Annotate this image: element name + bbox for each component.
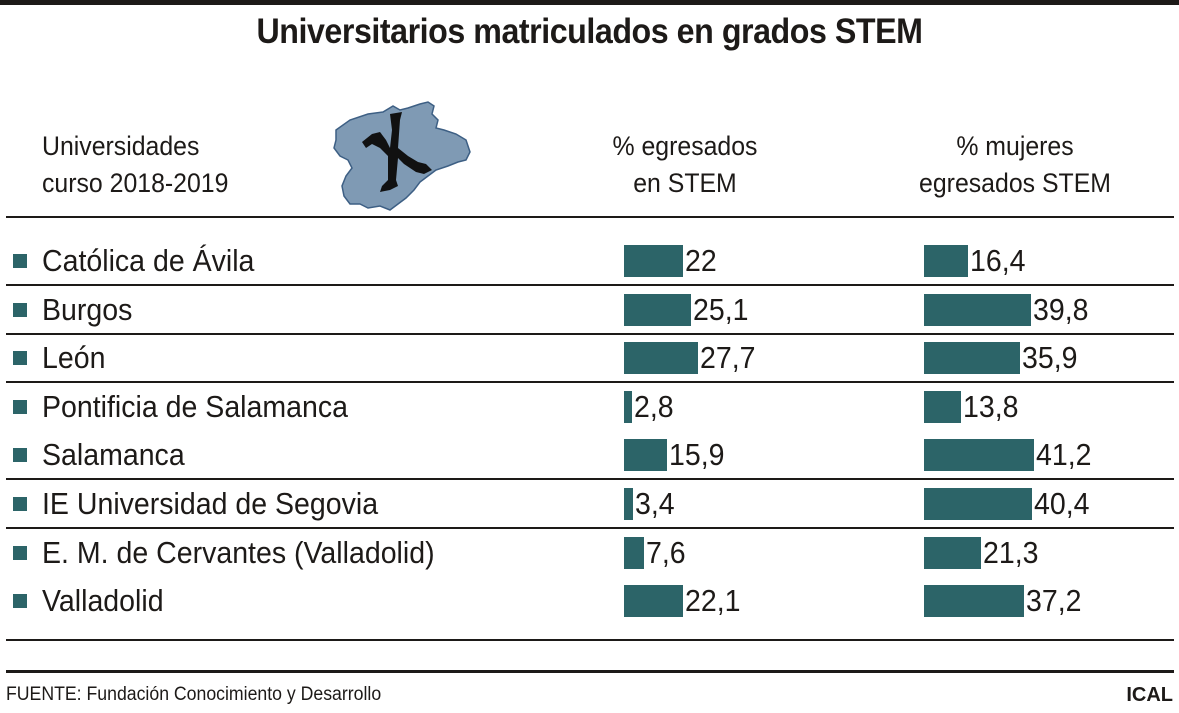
value-label-egresados: 15,9 xyxy=(668,437,725,473)
header-universities-line1: Universidades xyxy=(42,131,200,161)
row-separator xyxy=(6,332,1174,335)
value-label-mujeres: 16,4 xyxy=(969,243,1026,278)
value-label-egresados: 27,7 xyxy=(700,340,756,376)
value-label-mujeres: 21,3 xyxy=(983,534,1039,570)
table-row: León 27,7 35,9 xyxy=(0,335,1179,381)
header-col-mujeres-line1: % mujeres xyxy=(956,131,1074,161)
bar-mujeres-stem xyxy=(924,585,1024,618)
value-label-egresados: 7,6 xyxy=(646,534,687,570)
bullet-square-icon xyxy=(13,448,27,463)
header-universities: Universidades curso 2018-2019 xyxy=(42,128,228,202)
table-row: Salamanca 15,9 41,2 xyxy=(0,432,1179,478)
heraldic-cross-mark xyxy=(362,112,432,192)
university-name: Salamanca xyxy=(42,437,185,473)
university-name: Valladolid xyxy=(42,583,164,619)
bar-egresados-stem xyxy=(624,390,632,423)
value-label-mujeres: 35,9 xyxy=(1022,340,1078,376)
header-col-egresados: % egresados en STEM xyxy=(584,128,786,202)
row-separator xyxy=(6,381,1174,384)
bullet-square-icon xyxy=(13,545,27,560)
bar-egresados-stem xyxy=(624,293,692,326)
bar-egresados-stem xyxy=(624,536,645,569)
table-row: Católica de Ávila 22 16,4 xyxy=(0,238,1179,284)
bullet-square-icon xyxy=(13,302,27,317)
header-col-egresados-line1: % egresados xyxy=(612,131,758,161)
bullet-square-icon xyxy=(13,351,27,366)
university-name: León xyxy=(42,340,106,376)
bar-egresados-stem xyxy=(624,439,667,472)
footer-rule xyxy=(6,670,1174,673)
source-note: FUENTE: Fundación Conocimiento y Desarro… xyxy=(6,684,382,705)
header-rule xyxy=(6,216,1174,218)
bullet-square-icon xyxy=(13,497,27,511)
bar-mujeres-stem xyxy=(924,293,1031,326)
bar-mujeres-stem xyxy=(924,390,961,423)
bar-egresados-stem xyxy=(624,342,699,375)
university-name: Pontificia de Salamanca xyxy=(42,388,348,424)
table-row: Pontificia de Salamanca 2,8 13,8 xyxy=(0,384,1179,430)
bullet-square-icon xyxy=(13,399,27,414)
university-name: Católica de Ávila xyxy=(42,243,255,278)
table-row: Burgos 25,1 39,8 xyxy=(0,287,1179,333)
row-separator xyxy=(6,284,1174,286)
bar-mujeres-stem xyxy=(924,439,1035,472)
bar-mujeres-stem xyxy=(924,342,1021,375)
header-col-egresados-line2: en STEM xyxy=(633,168,737,198)
chart-title: Universitarios matriculados en grados ST… xyxy=(256,12,923,51)
bar-mujeres-stem xyxy=(924,488,1033,520)
bar-mujeres-stem xyxy=(924,536,982,569)
value-label-mujeres: 39,8 xyxy=(1032,291,1089,327)
value-label-egresados: 22,1 xyxy=(685,583,741,619)
header-universities-line2: curso 2018-2019 xyxy=(42,168,229,198)
table-row: IE Universidad de Segovia 3,4 40,4 xyxy=(0,481,1179,527)
value-label-mujeres: 13,8 xyxy=(962,388,1019,424)
bullet-square-icon xyxy=(13,594,27,609)
value-label-mujeres: 37,2 xyxy=(1025,583,1082,619)
bar-egresados-stem xyxy=(624,245,683,277)
bar-egresados-stem xyxy=(624,585,684,618)
university-name: E. M. de Cervantes (Valladolid) xyxy=(42,534,435,570)
value-label-egresados: 22 xyxy=(684,243,717,278)
university-name: Burgos xyxy=(42,291,133,327)
brand-logo: ICAL xyxy=(1126,684,1173,706)
table-row: Valladolid 22,1 37,2 xyxy=(0,578,1179,624)
table-row: E. M. de Cervantes (Valladolid) 7,6 21,3 xyxy=(0,530,1179,576)
value-label-mujeres: 41,2 xyxy=(1036,437,1092,473)
value-label-mujeres: 40,4 xyxy=(1034,486,1090,521)
value-label-egresados: 3,4 xyxy=(635,486,675,521)
header-col-mujeres: % mujeres egresados STEM xyxy=(905,128,1126,202)
castilla-y-leon-map-icon xyxy=(333,101,471,211)
value-label-egresados: 2,8 xyxy=(633,388,674,424)
university-name: IE Universidad de Segovia xyxy=(42,486,379,521)
row-separator xyxy=(6,478,1174,481)
value-label-egresados: 25,1 xyxy=(693,291,749,327)
bullet-square-icon xyxy=(13,254,27,268)
table-bottom-rule xyxy=(6,639,1174,641)
bar-egresados-stem xyxy=(624,488,634,520)
row-separator xyxy=(6,527,1174,529)
bar-mujeres-stem xyxy=(924,245,968,277)
header-col-mujeres-line2: egresados STEM xyxy=(919,168,1111,198)
top-border xyxy=(0,0,1179,5)
